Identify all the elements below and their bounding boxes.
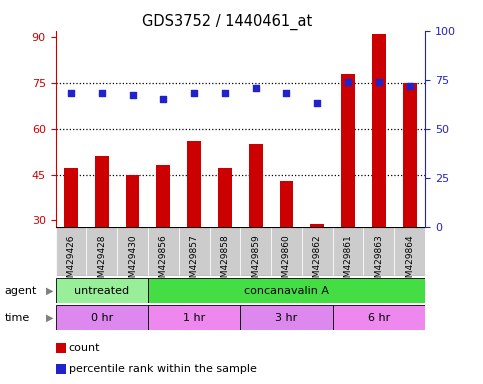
Bar (56, 278, 148, 303)
Bar (56, 305, 148, 330)
Bar (333, 227, 364, 276)
Bar (311, 223, 324, 227)
Point (67, 90, 75, 96)
Bar (148, 278, 425, 303)
Bar (56, 227, 86, 276)
Bar (117, 227, 148, 276)
Bar (364, 227, 394, 276)
Text: ▶: ▶ (45, 313, 53, 323)
Bar (210, 227, 240, 276)
Text: 0 hr: 0 hr (91, 313, 113, 323)
Bar (148, 305, 241, 330)
Bar (86, 227, 117, 276)
Bar (95, 156, 109, 227)
Point (98, 90, 106, 96)
Point (159, 96, 167, 103)
Text: GSM429857: GSM429857 (190, 234, 199, 289)
Bar (187, 141, 201, 227)
Text: 1 hr: 1 hr (183, 313, 205, 323)
Bar (126, 175, 140, 227)
Bar (372, 34, 386, 227)
Text: GSM429428: GSM429428 (97, 234, 106, 288)
Point (128, 92, 136, 98)
Point (252, 84, 259, 91)
Text: GSM429860: GSM429860 (282, 234, 291, 289)
Text: untreated: untreated (74, 286, 129, 296)
Text: count: count (69, 343, 100, 353)
Text: GSM429426: GSM429426 (67, 234, 75, 288)
Text: time: time (5, 313, 30, 323)
Bar (341, 74, 355, 227)
Bar (302, 227, 333, 276)
Text: concanavalin A: concanavalin A (244, 286, 329, 296)
Bar (280, 180, 293, 227)
Text: ▶: ▶ (45, 286, 53, 296)
Point (313, 100, 321, 106)
Text: GSM429856: GSM429856 (159, 234, 168, 289)
Point (190, 90, 198, 96)
Point (221, 90, 229, 96)
Point (406, 83, 413, 89)
Text: GSM429862: GSM429862 (313, 234, 322, 289)
Bar (249, 144, 263, 227)
Text: GDS3752 / 1440461_at: GDS3752 / 1440461_at (142, 13, 312, 30)
Text: GSM429859: GSM429859 (251, 234, 260, 289)
Bar (148, 227, 179, 276)
Bar (240, 227, 271, 276)
Bar (179, 227, 210, 276)
Bar (403, 83, 416, 227)
Text: GSM429430: GSM429430 (128, 234, 137, 289)
Bar (156, 166, 170, 227)
Text: GSM429861: GSM429861 (343, 234, 353, 289)
Text: GSM429858: GSM429858 (220, 234, 229, 289)
Text: 3 hr: 3 hr (275, 313, 298, 323)
Text: GSM429863: GSM429863 (374, 234, 384, 289)
Point (344, 79, 352, 85)
Bar (271, 227, 302, 276)
Bar (218, 169, 232, 227)
Bar (64, 169, 78, 227)
Text: GSM429864: GSM429864 (405, 234, 414, 289)
Bar (240, 305, 333, 330)
Text: agent: agent (5, 286, 37, 296)
Text: 6 hr: 6 hr (368, 313, 390, 323)
Point (375, 79, 383, 85)
Bar (333, 305, 425, 330)
Text: percentile rank within the sample: percentile rank within the sample (69, 364, 256, 374)
Point (283, 90, 290, 96)
Bar (394, 227, 425, 276)
